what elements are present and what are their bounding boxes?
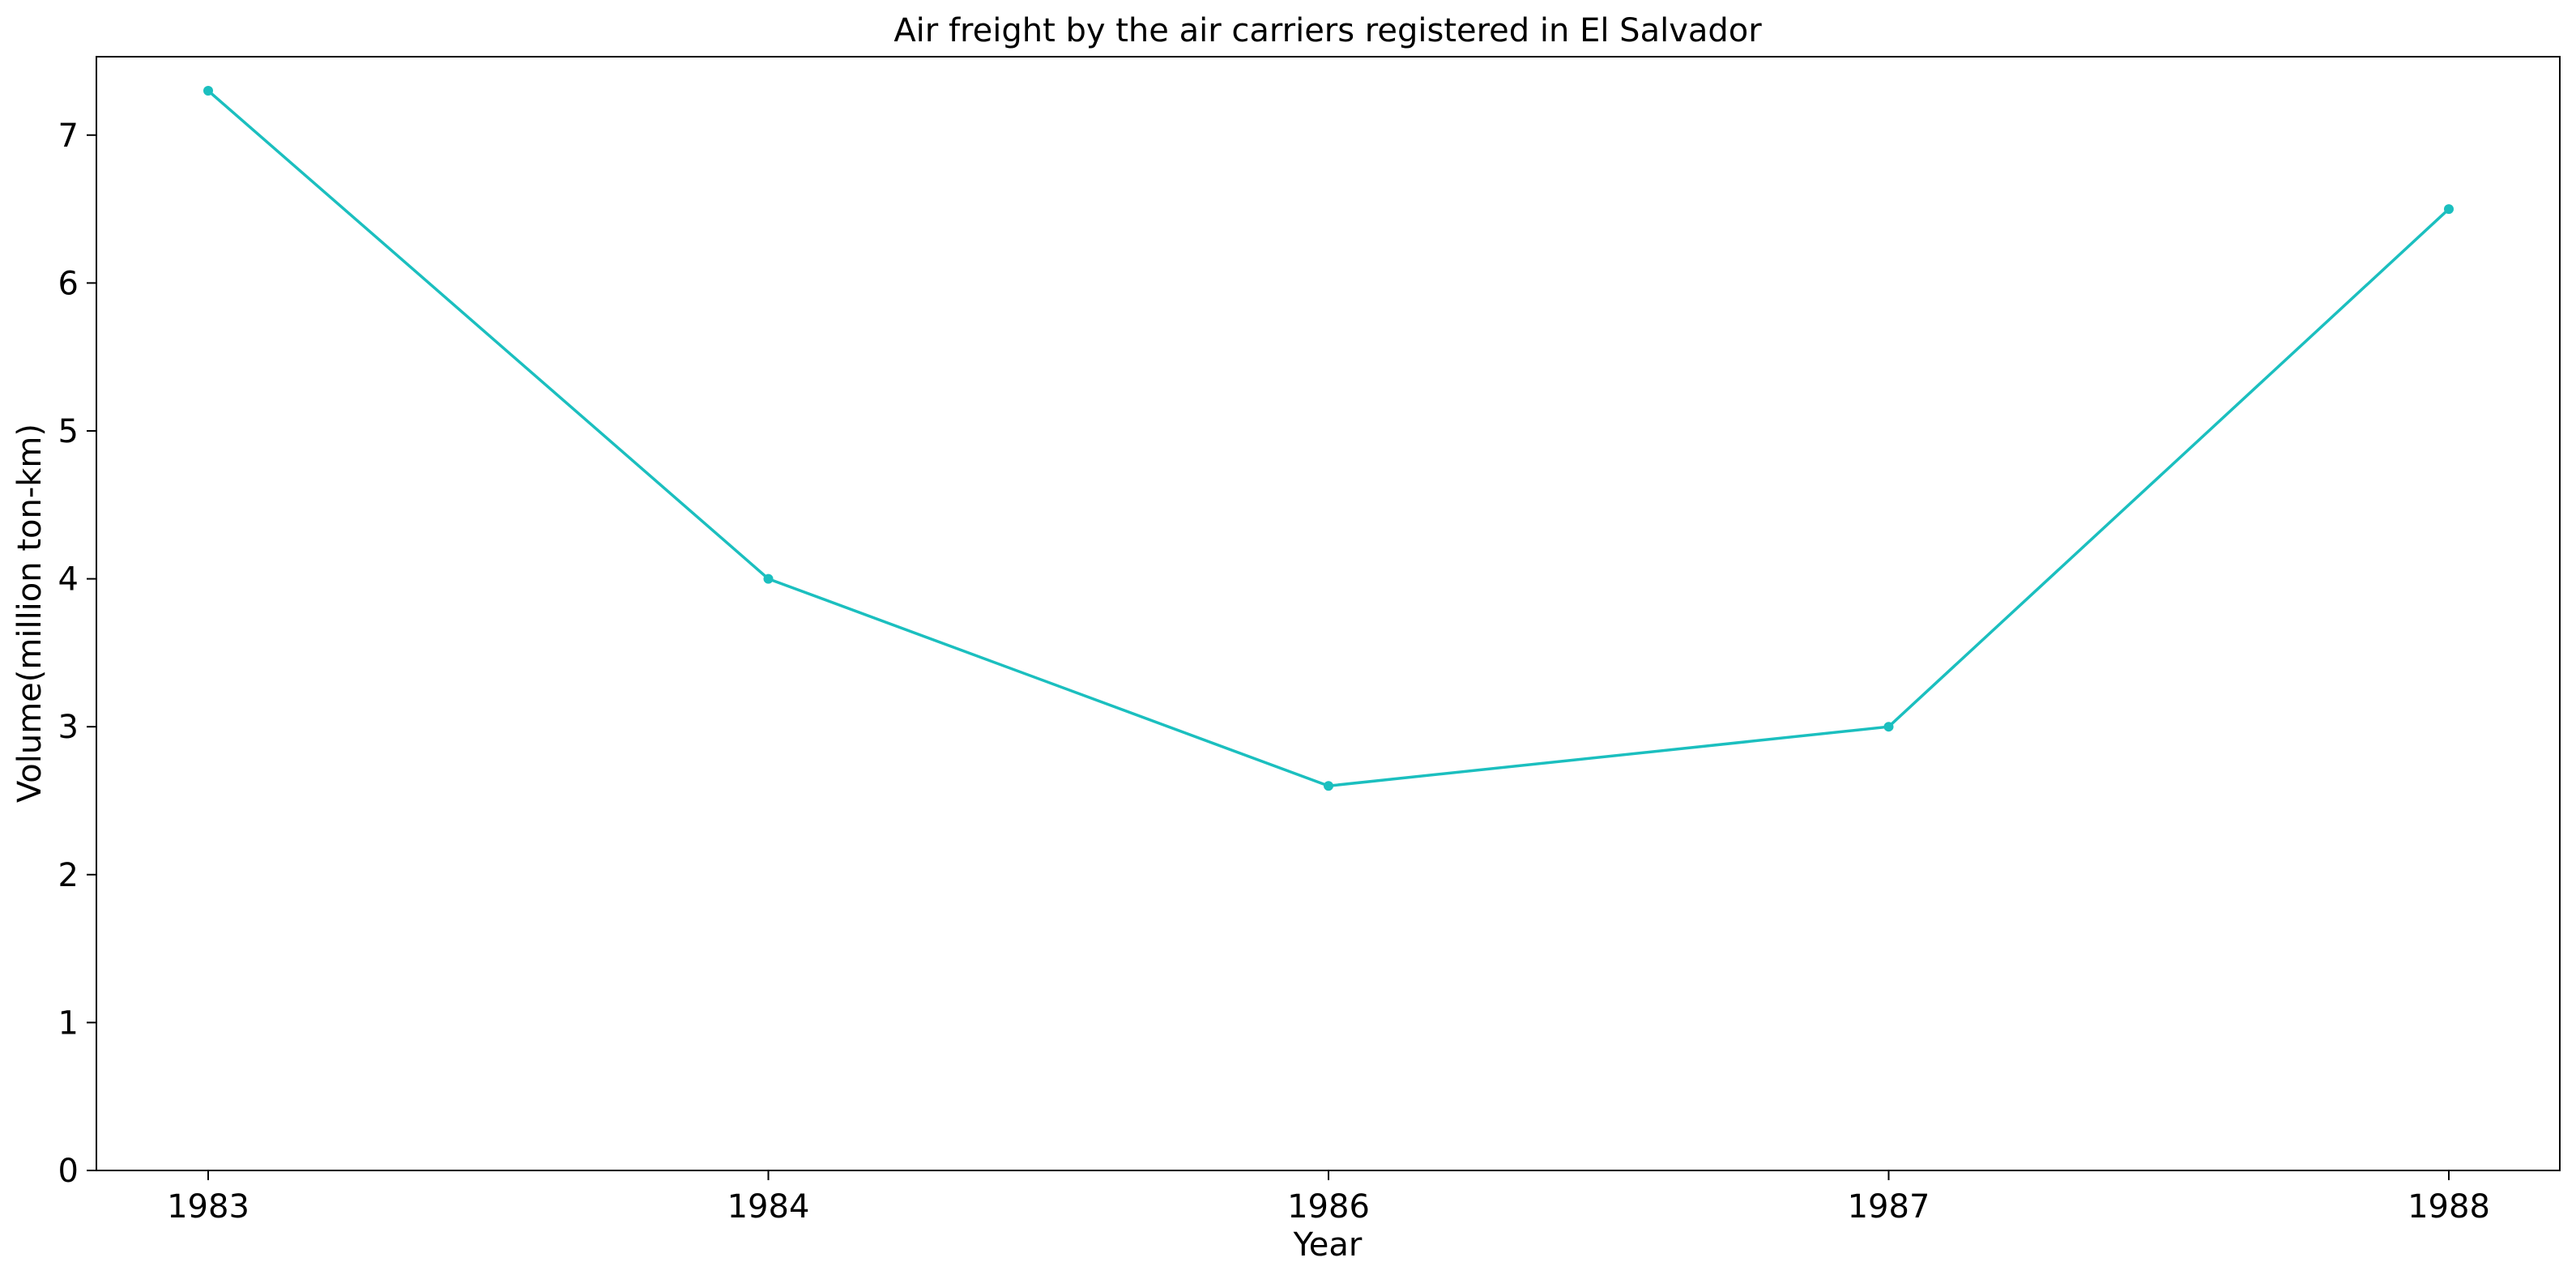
- y-axis: 0 1 2 3 4 5 6 7: [58, 117, 96, 1190]
- x-tick-label: 1987: [1848, 1188, 1930, 1226]
- plot-area-frame: [96, 56, 2561, 1171]
- x-axis-label: Year: [1293, 1226, 1363, 1264]
- y-tick-label: 3: [58, 709, 79, 746]
- data-point: [203, 85, 213, 96]
- x-tick-label: 1986: [1287, 1188, 1370, 1226]
- y-tick-label: 4: [58, 561, 79, 599]
- x-tick-label: 1988: [2408, 1188, 2490, 1226]
- y-tick-label: 2: [58, 857, 79, 894]
- x-axis: 1983 1984 1986 1987 1988: [167, 1170, 2490, 1226]
- y-tick-label: 1: [58, 1004, 79, 1042]
- x-tick-label: 1984: [727, 1188, 810, 1226]
- data-point: [1324, 781, 1333, 791]
- data-point: [763, 573, 774, 584]
- y-axis-label: Volume(million ton-km): [11, 424, 49, 803]
- series-layer: [203, 85, 2454, 791]
- y-tick-label: 6: [58, 265, 79, 302]
- chart-title: Air freight by the air carriers register…: [893, 12, 1762, 49]
- data-point: [1883, 722, 1894, 732]
- y-tick-label: 7: [58, 117, 79, 155]
- y-tick-label: 5: [58, 413, 79, 450]
- data-point: [2444, 204, 2454, 215]
- series-line: [207, 89, 2450, 787]
- x-tick-label: 1983: [167, 1188, 249, 1226]
- y-tick-label: 0: [58, 1153, 79, 1190]
